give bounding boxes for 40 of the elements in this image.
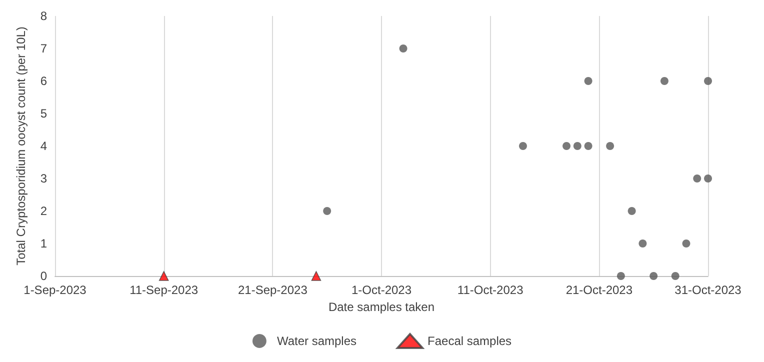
point (562, 142, 571, 150)
y-tick-label: 2 (40, 204, 48, 218)
point (584, 142, 592, 150)
x-tick-label: 1-Sep-2023 (24, 283, 87, 297)
point (650, 272, 658, 280)
point (518, 142, 527, 150)
x-tick-label: 1-Oct-2023 (351, 283, 412, 297)
x-tick-label: 31-Oct-2023 (674, 283, 742, 297)
point (573, 142, 582, 150)
point (584, 77, 592, 85)
point (606, 142, 614, 150)
legend-label: Water samples (276, 334, 357, 348)
point (311, 271, 322, 281)
point (704, 174, 712, 182)
point (693, 174, 702, 182)
x-axis-title: Date samples taken (328, 300, 435, 314)
point (638, 240, 647, 248)
point (323, 207, 332, 215)
x-tick-label: 11-Oct-2023 (457, 283, 524, 297)
x-tick-label: 21-Sep-2023 (238, 283, 308, 297)
y-tick-label: 6 (40, 74, 48, 88)
point (682, 240, 690, 248)
y-tick-label: 3 (40, 172, 48, 186)
point (628, 207, 636, 215)
point (660, 77, 668, 85)
y-tick-label: 1 (40, 236, 48, 250)
y-tick-label: 8 (40, 9, 48, 23)
y-tick-label: 4 (40, 139, 48, 153)
point (158, 271, 169, 281)
x-tick-label: 11-Sep-2023 (130, 283, 198, 297)
point (399, 44, 408, 52)
y-tick-label: 5 (40, 106, 48, 120)
y-tick-label: 7 (40, 42, 48, 56)
y-tick-label: 0 (40, 269, 48, 283)
x-tick-label: 21-Oct-2023 (566, 283, 633, 297)
point (616, 272, 625, 280)
y-axis-title: Total Cryptosporidium oocyst count (per 10L) (14, 26, 28, 266)
legend-label: Faecal samples (428, 334, 512, 348)
point (704, 77, 712, 85)
point (671, 272, 680, 280)
